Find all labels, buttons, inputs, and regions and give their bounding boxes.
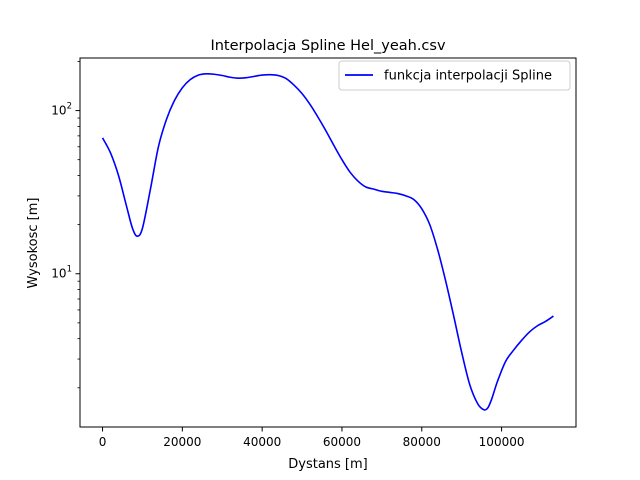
legend-box <box>338 60 571 91</box>
x-axis-label: Dystans [m] <box>288 457 368 472</box>
legend-label: funkcja interpolacji Spline <box>384 69 552 84</box>
x-tick-label: 40000 <box>243 435 281 449</box>
plot-area <box>101 72 554 411</box>
x-tick-label: 0 <box>99 435 107 449</box>
y-axis-label: Wysokosc [m] <box>26 198 41 289</box>
x-tick-label: 60000 <box>323 435 361 449</box>
x-tick-label: 20000 <box>163 435 201 449</box>
chart-title: Interpolacja Spline Hel_yeah.csv <box>210 38 446 54</box>
x-tick-label: 100000 <box>479 435 525 449</box>
series-line-0 <box>101 72 554 411</box>
axes-frame <box>79 57 577 428</box>
x-tick-label: 80000 <box>403 435 441 449</box>
legend: funkcja interpolacji Spline <box>338 60 571 91</box>
